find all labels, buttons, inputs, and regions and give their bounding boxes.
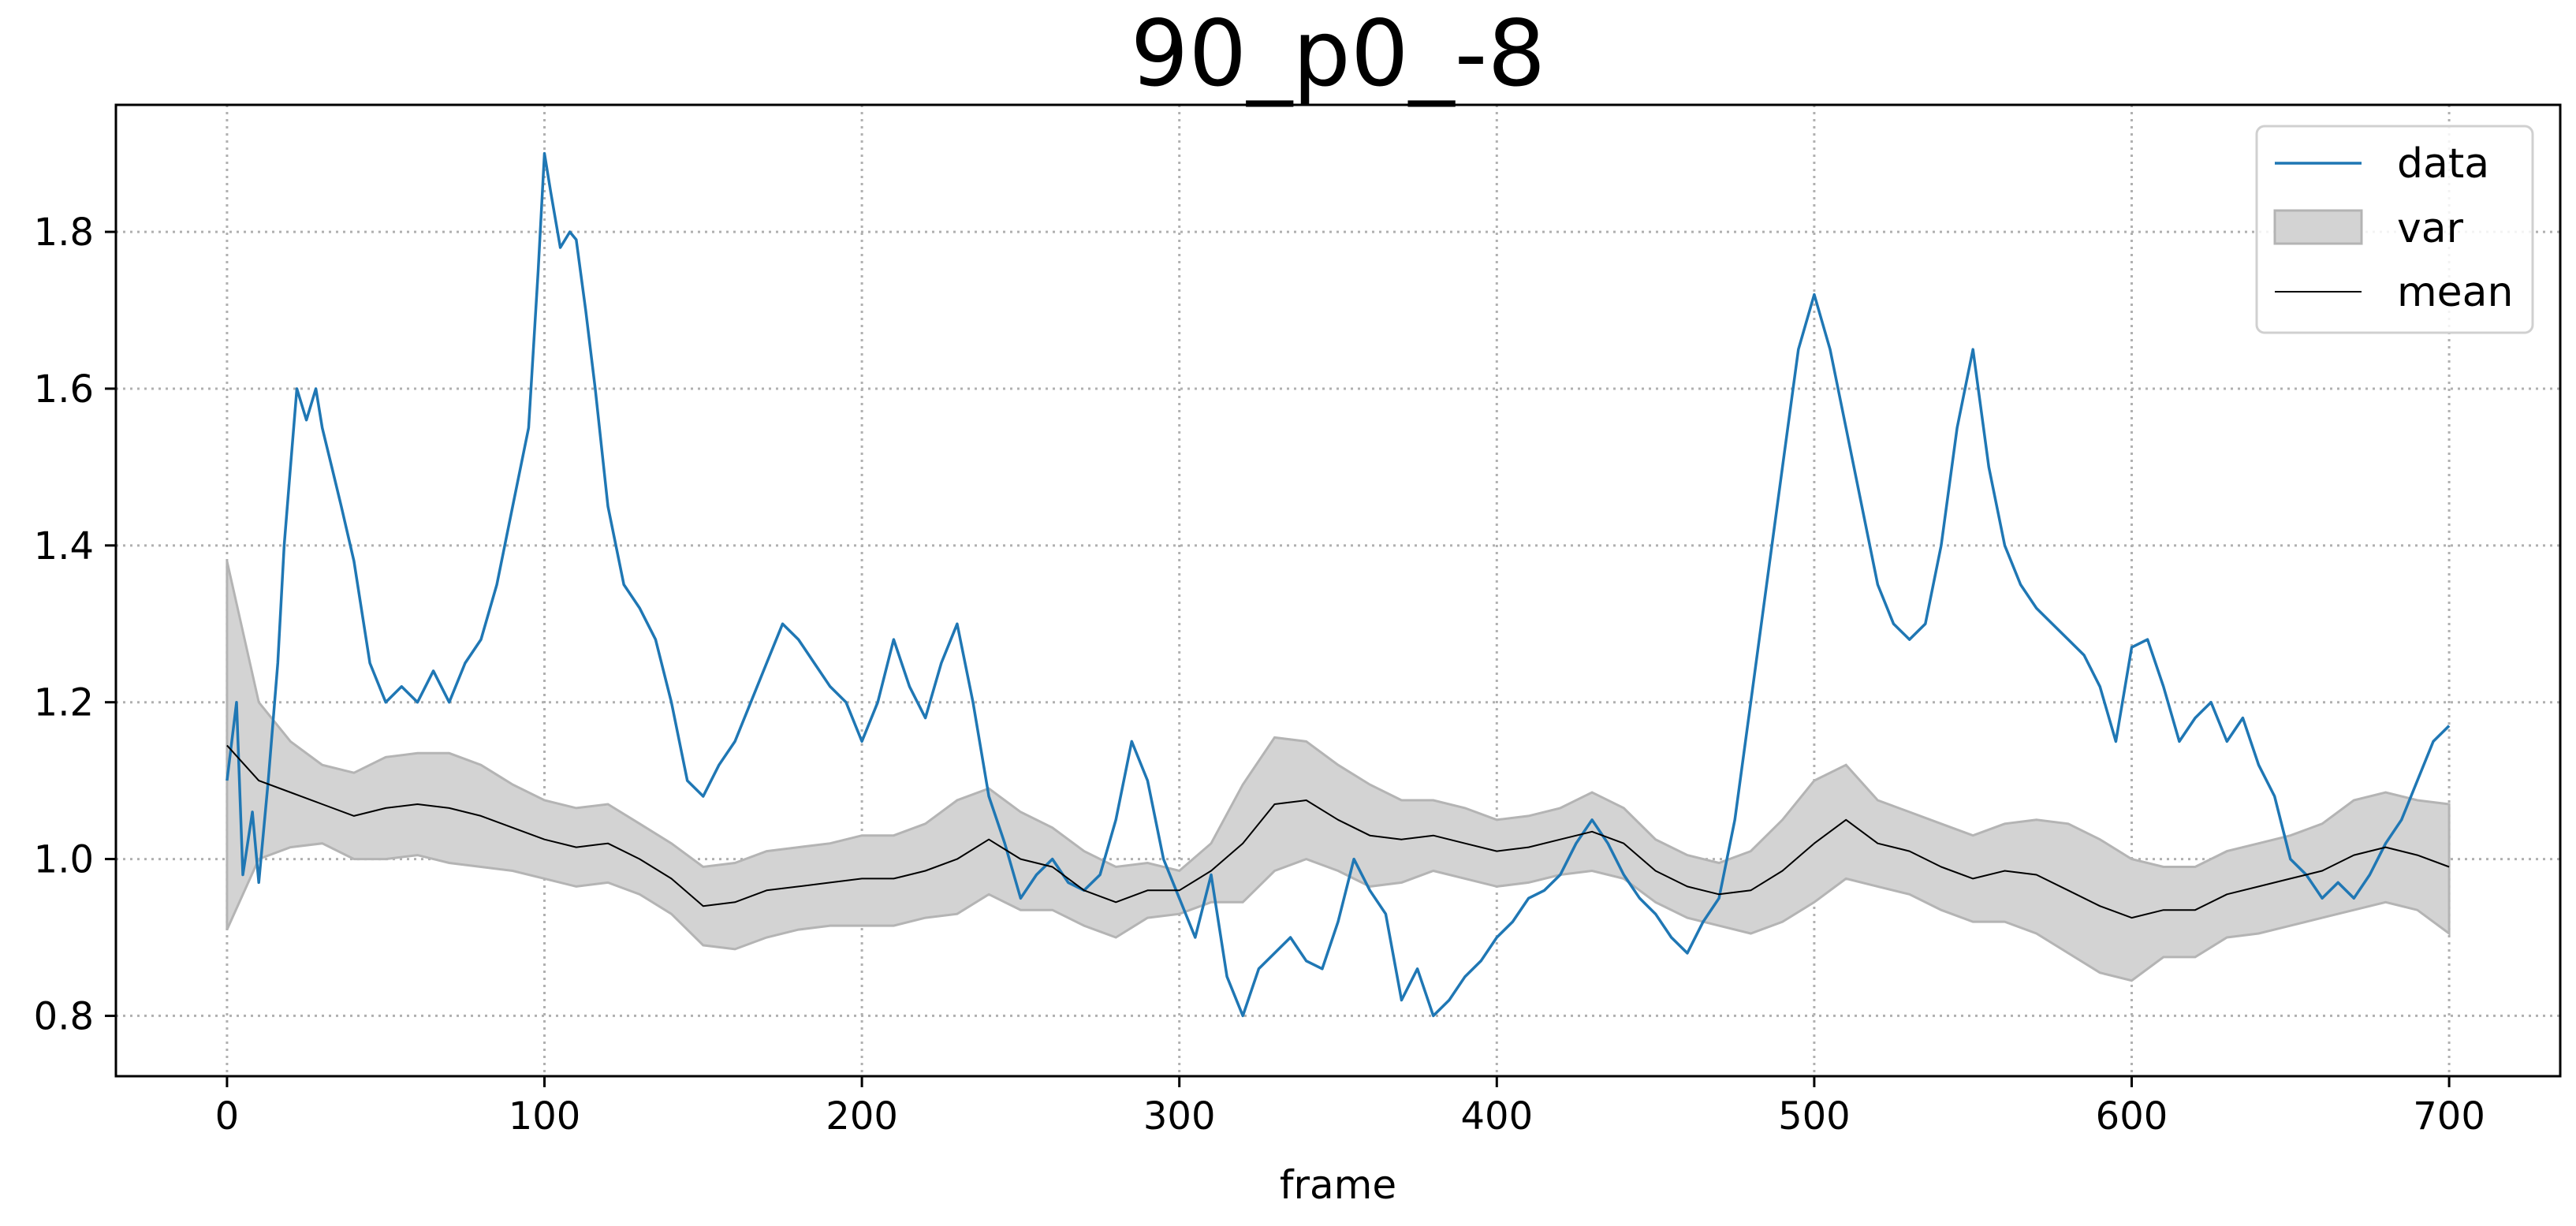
x-tick-label: 500 [1778, 1094, 1851, 1138]
y-tick-label: 0.8 [34, 994, 94, 1038]
x-tick-label: 0 [215, 1094, 240, 1138]
x-tick-label: 600 [2096, 1094, 2168, 1138]
series-data [226, 151, 2451, 1018]
chart-title: 90_p0_-8 [1131, 1, 1546, 107]
legend-var-swatch [2273, 209, 2363, 245]
legend-data-label: data [2397, 140, 2489, 188]
x-tick-label: 100 [509, 1094, 581, 1138]
plot-frame [114, 103, 2562, 1078]
x-tick-label: 400 [1460, 1094, 1533, 1138]
y-tick-label: 1.2 [34, 681, 94, 725]
series-var [226, 561, 2451, 982]
x-axis: 0 100 200 300 400 500 600 700 [215, 1076, 2485, 1138]
x-axis-label: frame [1280, 1162, 1396, 1208]
y-tick-label: 1.4 [34, 524, 94, 568]
x-tick-label: 700 [2413, 1094, 2485, 1138]
x-tick-label: 200 [826, 1094, 898, 1138]
x-tick-label: 300 [1143, 1094, 1216, 1138]
y-tick-label: 1.0 [34, 838, 94, 882]
legend-var-label: var [2397, 205, 2464, 252]
y-tick-label: 1.8 [34, 211, 94, 255]
series-layer [226, 151, 2451, 1018]
series-mean [226, 744, 2450, 919]
y-axis: 0.8 1.0 1.2 1.4 1.6 1.8 [34, 211, 116, 1038]
legend-frame [2255, 125, 2534, 334]
var-band-layer [226, 561, 2451, 982]
legend: data var mean [2255, 125, 2534, 334]
legend-mean-label: mean [2397, 269, 2513, 316]
y-tick-label: 1.6 [34, 367, 94, 412]
